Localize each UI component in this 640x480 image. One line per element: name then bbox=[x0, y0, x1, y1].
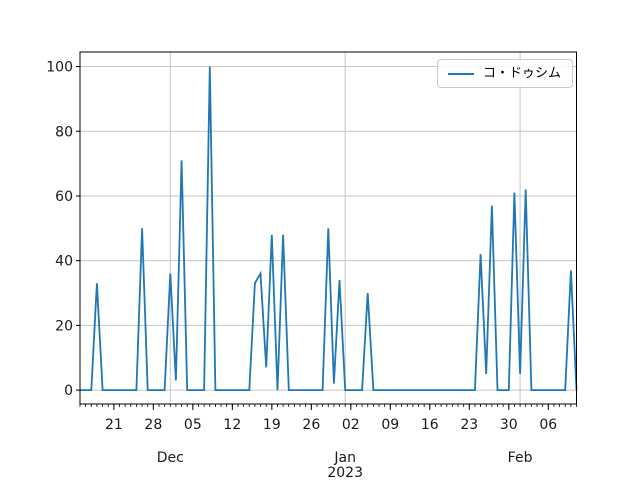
month-gridlines bbox=[169, 52, 521, 404]
svg-text:23: 23 bbox=[460, 417, 478, 433]
svg-text:0: 0 bbox=[64, 383, 73, 399]
svg-text:Jan: Jan bbox=[333, 450, 356, 466]
legend: コ・ドゥシム bbox=[437, 59, 573, 88]
svg-text:100: 100 bbox=[46, 60, 73, 76]
x-tick-labels: 21 28 05 12 19 26 02 09 16 23 30 06 bbox=[105, 417, 557, 433]
x-major-ticks bbox=[113, 404, 549, 410]
svg-text:Dec: Dec bbox=[157, 450, 184, 466]
svg-text:26: 26 bbox=[302, 417, 320, 433]
svg-text:40: 40 bbox=[55, 254, 73, 270]
svg-text:09: 09 bbox=[381, 417, 399, 433]
svg-text:12: 12 bbox=[223, 417, 241, 433]
axes-spines bbox=[79, 51, 577, 405]
legend-line-sample bbox=[448, 72, 474, 75]
svg-text:60: 60 bbox=[55, 189, 73, 205]
svg-text:20: 20 bbox=[55, 318, 73, 334]
svg-text:05: 05 bbox=[184, 417, 202, 433]
svg-text:30: 30 bbox=[500, 417, 518, 433]
svg-text:21: 21 bbox=[105, 417, 123, 433]
svg-text:02: 02 bbox=[342, 417, 360, 433]
svg-text:16: 16 bbox=[421, 417, 439, 433]
svg-text:80: 80 bbox=[55, 124, 73, 140]
y-gridlines bbox=[80, 66, 577, 391]
svg-text:06: 06 bbox=[539, 417, 557, 433]
series-line bbox=[80, 66, 578, 392]
y-tick-labels: 0 20 40 60 80 100 bbox=[46, 60, 73, 400]
legend-series-label: コ・ドゥシム bbox=[483, 66, 562, 81]
svg-text:19: 19 bbox=[263, 417, 281, 433]
y-ticks bbox=[76, 66, 80, 391]
svg-text:28: 28 bbox=[144, 417, 162, 433]
svg-text:Feb: Feb bbox=[508, 450, 533, 466]
svg-text:2023: 2023 bbox=[327, 465, 363, 480]
